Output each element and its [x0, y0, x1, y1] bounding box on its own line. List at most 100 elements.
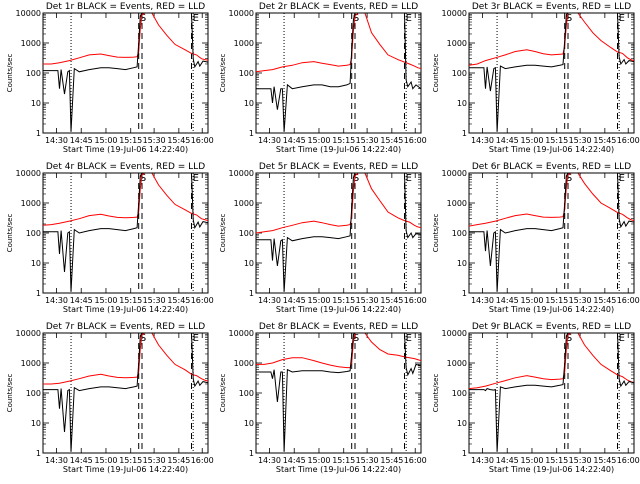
y-tick-label: 10000 — [229, 329, 254, 338]
x-tick-label: 14:45 — [496, 456, 519, 465]
series-line-lld — [256, 13, 421, 73]
y-tick-label: 10 — [244, 419, 254, 428]
y-tick-label: 1000 — [21, 359, 41, 368]
y-tick-label: 1 — [249, 129, 254, 138]
y-axis-label: Counts/sec — [219, 374, 227, 413]
chart-title: Det 1r BLACK = Events, RED = LLD — [46, 2, 205, 12]
series-line-lld — [43, 333, 208, 385]
chart-title: Det 2r BLACK = Events, RED = LLD — [259, 2, 418, 12]
y-tick-label: 10 — [244, 99, 254, 108]
y-tick-label: 1 — [462, 129, 467, 138]
series-line-lld — [43, 173, 208, 226]
marker-label-s: S — [140, 13, 146, 24]
y-tick-label: 100 — [452, 389, 467, 398]
series-line-events — [469, 173, 634, 292]
y-tick-label: 100 — [239, 389, 254, 398]
series-line-events — [43, 333, 208, 452]
x-axis-label: Start Time (19-Jul-06 14:22:40) — [63, 305, 188, 314]
y-tick-label: 10 — [31, 419, 41, 428]
x-tick-label: 15:00 — [94, 456, 117, 465]
y-tick-label: 10000 — [16, 169, 41, 178]
series-line-lld — [469, 333, 634, 390]
plot-frame — [255, 172, 422, 294]
x-axis-label: Start Time (19-Jul-06 14:22:40) — [63, 145, 188, 154]
marker-label-s: S — [353, 333, 359, 344]
x-tick-label: 15:15 — [119, 136, 142, 145]
chart-panel-2: Det 2r BLACK = Events, RED = LLD 1 10 100 10… — [219, 2, 427, 154]
marker-label-s: S — [566, 333, 572, 344]
x-tick-label: 14:45 — [70, 296, 93, 305]
x-axis-label: Start Time (19-Jul-06 14:22:40) — [276, 145, 401, 154]
y-tick-label: 1 — [36, 449, 41, 458]
x-tick-label: 14:30 — [45, 456, 68, 465]
x-tick-label: 15:45 — [380, 136, 403, 145]
x-tick-label: 15:30 — [356, 136, 379, 145]
x-tick-label: 15:45 — [593, 456, 616, 465]
y-tick-label: 100 — [452, 229, 467, 238]
y-tick-label: 10 — [457, 259, 467, 268]
series-line-lld — [256, 173, 421, 234]
y-tick-label: 100 — [452, 69, 467, 78]
series-line-lld — [256, 333, 421, 369]
y-tick-label: 100 — [26, 389, 41, 398]
y-axis-label: Counts/sec — [6, 54, 14, 93]
marker-label-e: E — [406, 333, 412, 344]
plot-frame — [468, 332, 635, 454]
marker-label-s: S — [566, 13, 572, 24]
y-tick-label: 10000 — [442, 329, 467, 338]
x-tick-label: 15:30 — [356, 456, 379, 465]
x-tick-label: 15:00 — [307, 456, 330, 465]
x-tick-label: 15:45 — [380, 456, 403, 465]
x-tick-label: 15:45 — [167, 136, 190, 145]
x-tick-label: 15:00 — [94, 296, 117, 305]
y-tick-label: 1000 — [234, 359, 254, 368]
chart-title: Det 6r BLACK = Events, RED = LLD — [472, 162, 631, 172]
chart-title: Det 9r BLACK = Events, RED = LLD — [472, 322, 631, 332]
x-tick-label: 15:45 — [380, 296, 403, 305]
x-axis-label: Start Time (19-Jul-06 14:22:40) — [63, 465, 188, 474]
plot-frame — [255, 332, 422, 454]
x-tick-label: 15:30 — [569, 136, 592, 145]
x-tick-label: 14:45 — [70, 136, 93, 145]
chart-panel-3: Det 3r BLACK = Events, RED = LLD 1 10 100 10… — [432, 2, 640, 154]
series-line-events — [256, 333, 421, 452]
y-tick-label: 1000 — [21, 199, 41, 208]
y-tick-label: 1000 — [447, 199, 467, 208]
marker-label-s: S — [140, 333, 146, 344]
x-tick-label: 15:15 — [545, 296, 568, 305]
x-tick-label: 15:30 — [143, 296, 166, 305]
marker-label-e: E — [193, 173, 199, 184]
y-tick-label: 1000 — [447, 359, 467, 368]
x-tick-label: 14:45 — [283, 296, 306, 305]
y-tick-label: 10000 — [442, 9, 467, 18]
x-tick-label: 15:00 — [307, 136, 330, 145]
marker-label-s: S — [140, 173, 146, 184]
marker-label-s: S — [353, 173, 359, 184]
x-tick-label: 15:45 — [167, 296, 190, 305]
series-line-events — [469, 13, 634, 132]
x-tick-label: 15:45 — [593, 136, 616, 145]
y-tick-label: 1000 — [447, 39, 467, 48]
chart-panel-8: Det 8r BLACK = Events, RED = LLD 1 10 100 10… — [219, 322, 427, 474]
x-tick-label: 14:30 — [471, 296, 494, 305]
chart-title: Det 7r BLACK = Events, RED = LLD — [46, 322, 205, 332]
x-tick-label: 14:30 — [471, 456, 494, 465]
y-tick-label: 1000 — [234, 39, 254, 48]
x-tick-label: 15:30 — [569, 456, 592, 465]
x-tick-label: 15:15 — [119, 296, 142, 305]
chart-panel-9: Det 9r BLACK = Events, RED = LLD 1 10 100 10… — [432, 322, 640, 474]
chart-title: Det 3r BLACK = Events, RED = LLD — [472, 2, 631, 12]
y-axis-label: Counts/sec — [6, 374, 14, 413]
y-axis-label: Counts/sec — [219, 54, 227, 93]
x-tick-label: 14:45 — [496, 296, 519, 305]
y-axis-label: Counts/sec — [432, 214, 440, 253]
x-tick-label: 16:00 — [191, 136, 214, 145]
x-tick-label: 16:00 — [617, 456, 640, 465]
series-line-lld — [469, 13, 634, 66]
marker-label-e: E — [406, 173, 412, 184]
x-tick-label: 14:45 — [283, 136, 306, 145]
chart-title: Det 4r BLACK = Events, RED = LLD — [46, 162, 205, 172]
x-tick-label: 14:45 — [283, 456, 306, 465]
x-tick-label: 15:30 — [143, 456, 166, 465]
